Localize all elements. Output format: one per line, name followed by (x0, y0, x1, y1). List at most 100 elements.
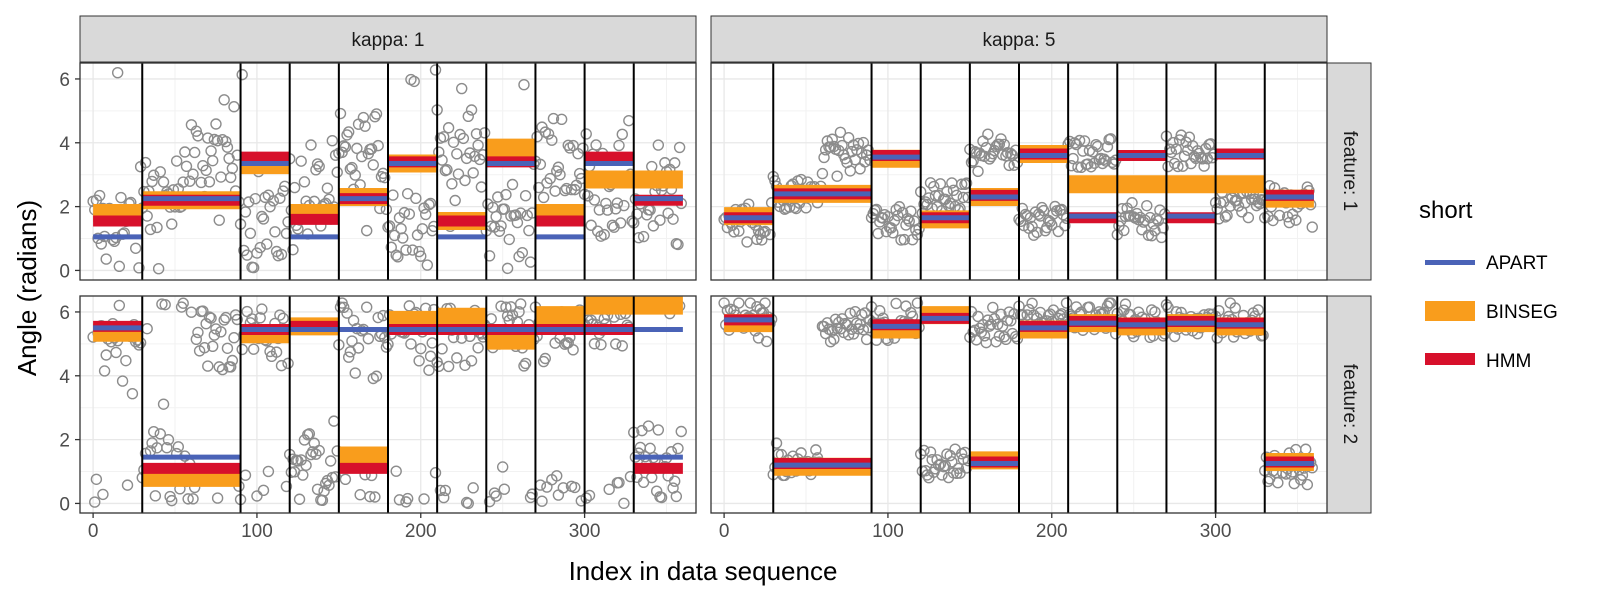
legend: short APART BINSEG HMM (1419, 197, 1558, 372)
data-point (365, 143, 378, 155)
data-point (359, 120, 371, 132)
data-point (324, 455, 337, 467)
data-point (478, 127, 491, 139)
data-point (1198, 160, 1210, 172)
data-point (226, 354, 239, 367)
data-point (955, 178, 968, 190)
data-point (465, 355, 478, 367)
data-point (339, 141, 352, 153)
data-point (423, 364, 435, 376)
data-point (1005, 315, 1017, 327)
data-point (844, 307, 856, 320)
data-point (447, 136, 460, 148)
data-point (349, 367, 361, 379)
data-point (637, 476, 650, 489)
data-point (978, 330, 991, 342)
data-point (451, 148, 463, 160)
data-point (893, 201, 906, 213)
y-tick-label: 0 (59, 261, 70, 282)
data-point (413, 355, 425, 367)
data-point (496, 461, 509, 473)
data-point (256, 210, 268, 223)
data-point (211, 492, 224, 504)
data-point (323, 479, 335, 491)
data-point (985, 318, 997, 330)
data-point (415, 250, 427, 262)
panel-kappa-1-feature-1 (79, 62, 697, 281)
data-point (438, 491, 450, 504)
data-point (673, 141, 686, 154)
data-point (346, 335, 358, 347)
data-point (764, 228, 776, 241)
data-point (1272, 476, 1284, 489)
data-point (190, 333, 203, 346)
data-point (385, 241, 397, 253)
data-point (275, 359, 288, 372)
data-point (1239, 197, 1251, 209)
data-point (408, 75, 420, 88)
data-point (569, 481, 581, 494)
data-point (192, 326, 204, 339)
data-point (515, 298, 527, 310)
data-point (728, 226, 740, 238)
data-point (593, 204, 606, 216)
panel-border (710, 62, 1328, 281)
data-point (1052, 225, 1065, 238)
data-point (669, 475, 681, 487)
data-point (972, 310, 984, 323)
data-point (205, 312, 217, 324)
data-point (111, 66, 124, 79)
data-point (364, 490, 376, 503)
data-point (98, 365, 111, 377)
data-point (580, 128, 592, 140)
data-point (1157, 222, 1169, 234)
column-strip-label: kappa: 1 (352, 30, 425, 51)
data-point (885, 222, 897, 234)
data-point (816, 167, 829, 180)
legend-key-apart (1425, 260, 1475, 265)
data-point (1059, 219, 1071, 232)
data-point (423, 198, 435, 211)
data-point (555, 113, 568, 126)
data-point (244, 227, 257, 240)
data-point (1003, 306, 1015, 318)
data-point (1073, 134, 1086, 147)
data-point (148, 169, 160, 181)
data-point (515, 207, 527, 219)
data-point (526, 488, 538, 500)
data-point (311, 158, 324, 170)
data-point (874, 304, 886, 317)
data-point (472, 342, 484, 354)
data-point (457, 132, 470, 145)
data-point (441, 164, 453, 176)
data-point (401, 492, 414, 505)
data-point (139, 156, 152, 169)
y-tick-label: 0 (59, 494, 70, 515)
data-point (518, 360, 530, 372)
data-point (1172, 160, 1184, 173)
data-point (313, 444, 325, 457)
data-point (1306, 221, 1318, 233)
data-point (918, 444, 930, 457)
data-point (418, 493, 430, 505)
data-point (257, 484, 270, 497)
data-point (424, 197, 437, 210)
data-point (280, 480, 293, 493)
panels (79, 62, 1328, 514)
data-point (429, 467, 442, 479)
data-point (993, 330, 1006, 342)
data-point (1083, 301, 1096, 313)
data-point (667, 213, 679, 225)
data-point (616, 340, 628, 352)
data-point (406, 244, 419, 256)
data-point (601, 204, 614, 216)
data-point (513, 250, 525, 263)
data-point (637, 230, 650, 243)
data-point (982, 128, 994, 140)
panel-kappa-1-feature-2 (79, 295, 697, 514)
data-point (510, 209, 522, 221)
data-point (413, 245, 425, 258)
data-point (1093, 153, 1105, 166)
data-point (349, 169, 361, 181)
data-point (261, 238, 273, 250)
